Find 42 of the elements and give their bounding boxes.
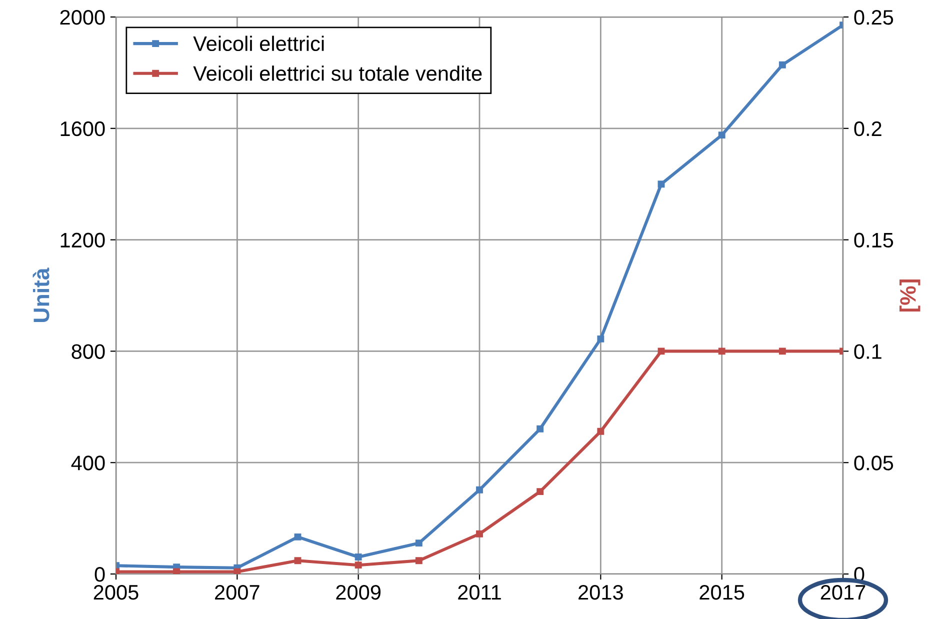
point — [536, 488, 544, 496]
point — [536, 425, 544, 432]
y-tick-label: 800 — [72, 344, 105, 359]
point — [778, 61, 786, 68]
legend-label: Veicoli elettrici su totale vendite — [193, 66, 482, 81]
y2-tick-label: 0.15 — [854, 232, 894, 248]
y-tick-label: 400 — [71, 456, 105, 470]
point — [597, 335, 604, 342]
point — [415, 557, 422, 564]
point — [718, 348, 726, 355]
x-tick-label: 2005 — [94, 584, 138, 600]
point — [415, 540, 422, 547]
point — [234, 568, 241, 574]
y-tick-label: 1600 — [60, 121, 105, 136]
point — [354, 562, 362, 569]
y-axis-title: Unità — [32, 268, 50, 322]
x-tick-label: 2015 — [700, 584, 744, 600]
y2-tick-label: 0.05 — [854, 456, 894, 470]
point — [294, 557, 302, 564]
legend-label: Veicoli elettrici — [193, 36, 324, 52]
x-tick-label: 2017 — [820, 584, 866, 600]
y2-tick-label: 0.25 — [854, 10, 894, 25]
point — [778, 348, 786, 355]
point — [173, 568, 180, 574]
point — [658, 180, 665, 188]
x-tick-label: 2009 — [336, 584, 381, 600]
x-tick-label: 2007 — [215, 584, 260, 600]
point — [718, 132, 726, 139]
y2-tick-label: 0.2 — [854, 121, 882, 136]
y2-axis-title: [%] — [900, 279, 920, 312]
y2-tick-label: 0.1 — [854, 344, 882, 359]
x-tick-label: 2013 — [578, 584, 623, 600]
point — [354, 554, 362, 560]
x-tick-label: 2011 — [458, 584, 501, 600]
y-tick-label: 1200 — [60, 232, 105, 248]
point — [476, 486, 483, 494]
point — [597, 428, 604, 435]
point — [294, 533, 302, 540]
point — [476, 530, 483, 538]
y-tick-label: 2000 — [60, 10, 105, 25]
y-tick-label: 0 — [94, 567, 105, 582]
point — [658, 348, 665, 355]
